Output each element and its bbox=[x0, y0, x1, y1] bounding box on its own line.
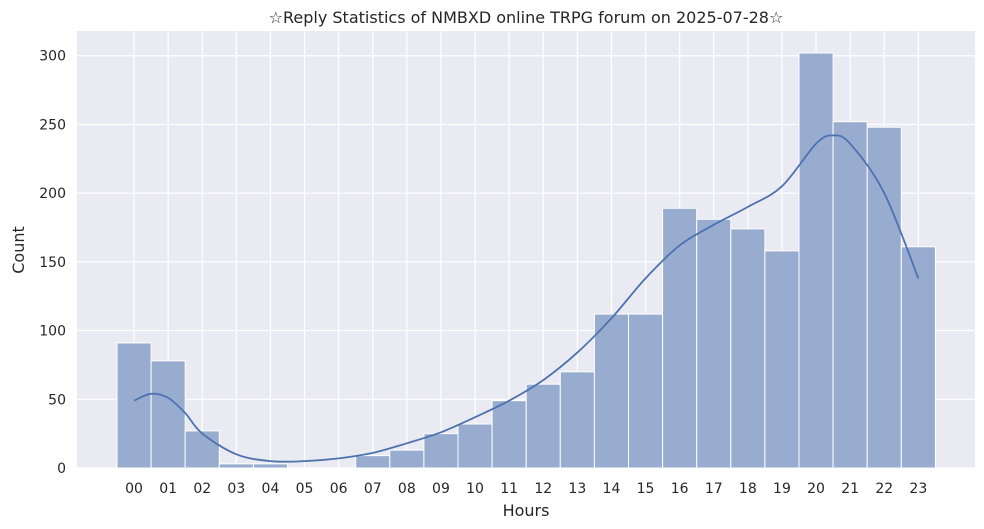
x-tick-label-14: 14 bbox=[603, 481, 621, 497]
x-tick-label-13: 13 bbox=[568, 481, 586, 497]
bars bbox=[116, 52, 936, 469]
bar-22 bbox=[866, 126, 902, 469]
bar-15 bbox=[628, 313, 664, 469]
x-tick-label-15: 15 bbox=[637, 481, 655, 497]
bar-14 bbox=[593, 313, 630, 469]
x-tick-label-20: 20 bbox=[807, 481, 825, 497]
x-tick-label-22: 22 bbox=[875, 481, 893, 497]
bar-13 bbox=[559, 371, 595, 469]
bar-04 bbox=[252, 463, 288, 469]
x-tick-label-17: 17 bbox=[705, 481, 723, 497]
x-tick-label-06: 06 bbox=[330, 481, 348, 497]
y-axis-label: Count bbox=[9, 226, 28, 274]
bar-23 bbox=[900, 246, 936, 469]
y-tick-label-50: 50 bbox=[48, 392, 66, 408]
x-axis-label: Hours bbox=[503, 501, 550, 520]
x-tick-label-05: 05 bbox=[296, 481, 314, 497]
x-tick-labels: 00 01 02 03 04 05 06 07 08 09 10 11 12 13 14 15 16 17 18 19… bbox=[125, 481, 927, 497]
x-tick-label-11: 11 bbox=[500, 481, 518, 497]
bar-02 bbox=[184, 430, 220, 469]
y-tick-label-300: 300 bbox=[39, 49, 66, 65]
bar-03 bbox=[218, 463, 254, 469]
x-tick-label-00: 00 bbox=[125, 481, 143, 497]
x-tick-label-08: 08 bbox=[398, 481, 416, 497]
x-tick-label-12: 12 bbox=[534, 481, 552, 497]
bar-17 bbox=[696, 218, 732, 469]
bar-19 bbox=[764, 250, 800, 469]
x-tick-label-02: 02 bbox=[193, 481, 211, 497]
kde-line bbox=[133, 134, 920, 463]
bar-01 bbox=[150, 360, 186, 469]
x-tick-label-01: 01 bbox=[159, 481, 177, 497]
bar-08 bbox=[389, 449, 425, 469]
y-tick-label-100: 100 bbox=[39, 324, 66, 340]
x-tick-label-10: 10 bbox=[466, 481, 484, 497]
bar-09 bbox=[423, 433, 459, 469]
bar-21 bbox=[832, 121, 868, 469]
x-tick-label-07: 07 bbox=[364, 481, 382, 497]
y-tick-labels: 0 50 100 150 200 250 300 bbox=[39, 49, 66, 477]
bar-07 bbox=[355, 455, 391, 469]
y-tick-label-200: 200 bbox=[39, 186, 66, 202]
y-tick-label-250: 250 bbox=[39, 117, 66, 133]
x-tick-label-03: 03 bbox=[227, 481, 245, 497]
bar-11 bbox=[491, 400, 527, 469]
bar-18 bbox=[730, 228, 766, 469]
x-tick-label-09: 09 bbox=[432, 481, 450, 497]
x-tick-label-04: 04 bbox=[262, 481, 280, 497]
bar-12 bbox=[525, 383, 561, 469]
x-tick-label-21: 21 bbox=[841, 481, 859, 497]
chart-title: ☆Reply Statistics of NMBXD online TRPG f… bbox=[269, 8, 784, 27]
x-tick-label-16: 16 bbox=[671, 481, 689, 497]
y-tick-label-150: 150 bbox=[39, 255, 66, 271]
x-tick-label-23: 23 bbox=[909, 481, 927, 497]
x-tick-label-18: 18 bbox=[739, 481, 757, 497]
bar-20 bbox=[798, 52, 834, 469]
x-tick-label-19: 19 bbox=[773, 481, 791, 497]
bar-10 bbox=[457, 423, 493, 469]
y-tick-label-0: 0 bbox=[57, 461, 66, 477]
bar-16 bbox=[662, 207, 698, 469]
bar-00 bbox=[116, 342, 152, 469]
